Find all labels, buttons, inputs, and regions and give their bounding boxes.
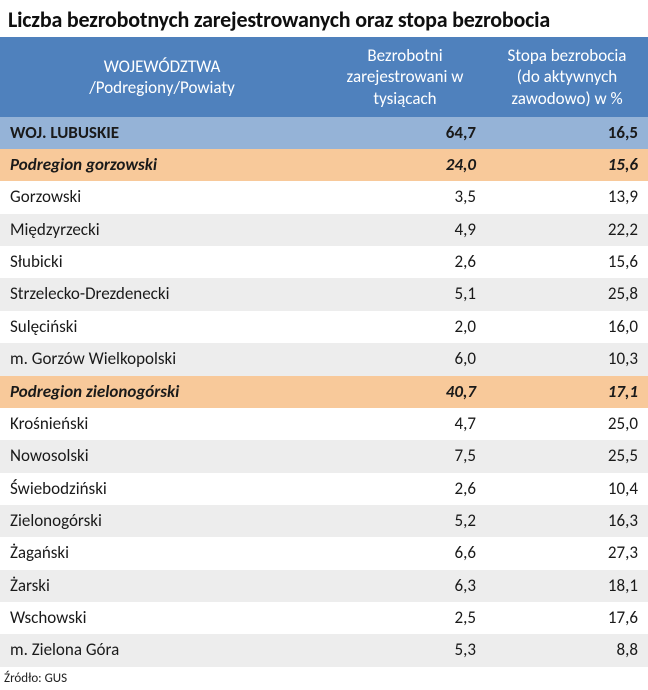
cell-name: Podregion gorzowski (0, 149, 324, 181)
cell-unemployed: 5,3 (324, 634, 486, 666)
cell-unemployed: 6,3 (324, 570, 486, 602)
table-row: Krośnieński4,725,0 (0, 408, 648, 440)
cell-rate: 10,3 (486, 343, 648, 375)
cell-name: Nowosolski (0, 440, 324, 472)
cell-name: WOJ. LUBUSKIE (0, 117, 324, 149)
cell-rate: 13,9 (486, 181, 648, 213)
table-row: Żagański6,627,3 (0, 537, 648, 569)
cell-unemployed: 3,5 (324, 181, 486, 213)
cell-name: Krośnieński (0, 408, 324, 440)
table-row: Podregion zielonogórski40,717,1 (0, 376, 648, 408)
table-row: Zielonogórski5,216,3 (0, 505, 648, 537)
cell-name: m. Zielona Góra (0, 634, 324, 666)
cell-unemployed: 6,6 (324, 537, 486, 569)
cell-unemployed: 4,7 (324, 408, 486, 440)
cell-rate: 18,1 (486, 570, 648, 602)
cell-unemployed: 64,7 (324, 117, 486, 149)
cell-name: m. Gorzów Wielkopolski (0, 343, 324, 375)
table-row: Podregion gorzowski24,015,6 (0, 149, 648, 181)
table-row: Gorzowski3,513,9 (0, 181, 648, 213)
source-note: Źródło: GUS (0, 667, 648, 690)
cell-rate: 15,6 (486, 246, 648, 278)
cell-rate: 25,0 (486, 408, 648, 440)
cell-rate: 15,6 (486, 149, 648, 181)
cell-name: Wschowski (0, 602, 324, 634)
cell-unemployed: 7,5 (324, 440, 486, 472)
table-row: Międzyrzecki4,922,2 (0, 214, 648, 246)
table-row: Sulęciński2,016,0 (0, 311, 648, 343)
header-row: WOJEWÓDZTWA/Podregiony/Powiaty Bezrobotn… (0, 37, 648, 117)
cell-name: Żagański (0, 537, 324, 569)
cell-name: Słubicki (0, 246, 324, 278)
cell-unemployed: 40,7 (324, 376, 486, 408)
table-body: WOJ. LUBUSKIE64,716,5Podregion gorzowski… (0, 117, 648, 667)
table-row: Słubicki2,615,6 (0, 246, 648, 278)
unemployment-table: WOJEWÓDZTWA/Podregiony/Powiaty Bezrobotn… (0, 37, 648, 667)
cell-rate: 22,2 (486, 214, 648, 246)
cell-rate: 17,6 (486, 602, 648, 634)
cell-rate: 16,3 (486, 505, 648, 537)
table-row: Strzelecko-Drezdenecki5,125,8 (0, 278, 648, 310)
cell-name: Międzyrzecki (0, 214, 324, 246)
cell-name: Strzelecko-Drezdenecki (0, 278, 324, 310)
cell-rate: 10,4 (486, 473, 648, 505)
cell-unemployed: 2,0 (324, 311, 486, 343)
cell-unemployed: 5,2 (324, 505, 486, 537)
cell-rate: 25,8 (486, 278, 648, 310)
table-row: Nowosolski7,525,5 (0, 440, 648, 472)
cell-name: Świebodziński (0, 473, 324, 505)
col-header-rate: Stopa bezrobocia (do aktywnych zawodowo)… (486, 37, 648, 117)
cell-rate: 16,0 (486, 311, 648, 343)
cell-name: Podregion zielonogórski (0, 376, 324, 408)
table-row: m. Gorzów Wielkopolski6,010,3 (0, 343, 648, 375)
cell-name: Sulęciński (0, 311, 324, 343)
table-row: Świebodziński2,610,4 (0, 473, 648, 505)
col-header-unemployed: Bezrobotni zarejestrowani w tysiącach (324, 37, 486, 117)
cell-unemployed: 6,0 (324, 343, 486, 375)
cell-unemployed: 2,6 (324, 473, 486, 505)
table-row: m. Zielona Góra5,38,8 (0, 634, 648, 666)
table-row: Wschowski2,517,6 (0, 602, 648, 634)
cell-rate: 17,1 (486, 376, 648, 408)
cell-unemployed: 2,5 (324, 602, 486, 634)
cell-rate: 27,3 (486, 537, 648, 569)
cell-name: Żarski (0, 570, 324, 602)
cell-unemployed: 5,1 (324, 278, 486, 310)
cell-name: Gorzowski (0, 181, 324, 213)
table-row: WOJ. LUBUSKIE64,716,5 (0, 117, 648, 149)
cell-name: Zielonogórski (0, 505, 324, 537)
cell-unemployed: 24,0 (324, 149, 486, 181)
cell-unemployed: 4,9 (324, 214, 486, 246)
cell-unemployed: 2,6 (324, 246, 486, 278)
table-row: Żarski6,318,1 (0, 570, 648, 602)
cell-rate: 8,8 (486, 634, 648, 666)
cell-rate: 16,5 (486, 117, 648, 149)
col-header-name: WOJEWÓDZTWA/Podregiony/Powiaty (0, 37, 324, 117)
cell-rate: 25,5 (486, 440, 648, 472)
table-title: Liczba bezrobotnych zarejestrowanych ora… (0, 0, 648, 37)
